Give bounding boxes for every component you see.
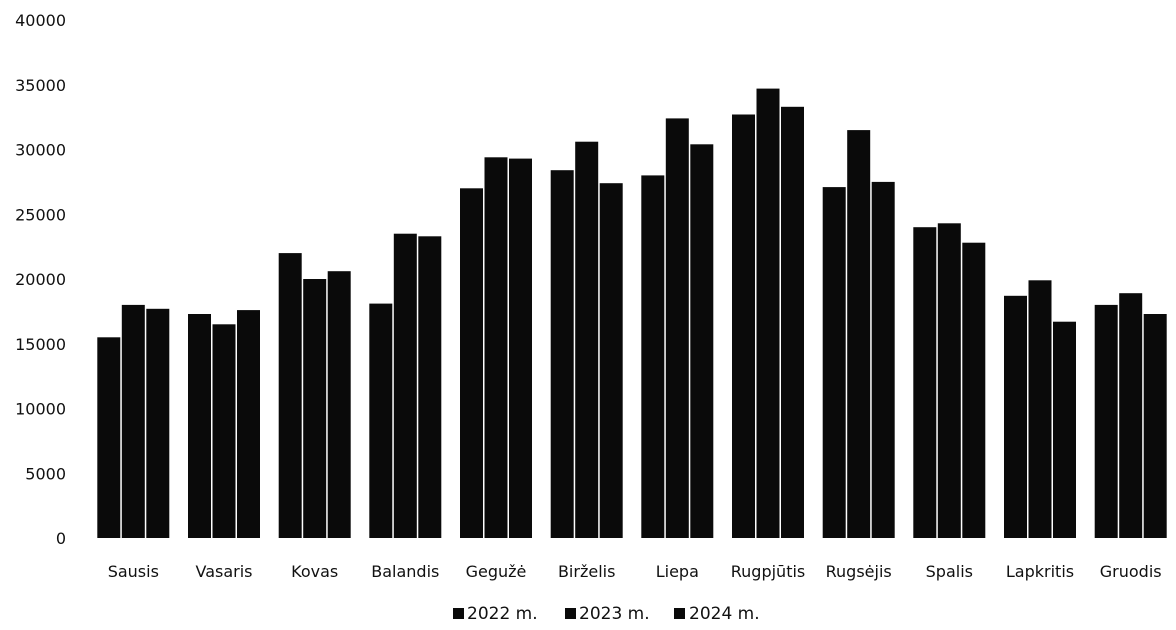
bars-group — [97, 88, 1167, 539]
x-tick-label: Gegužė — [466, 562, 527, 581]
bar — [599, 183, 623, 538]
bar — [327, 271, 351, 538]
bar — [847, 130, 871, 538]
legend-swatch — [674, 608, 685, 619]
x-tick-label: Rugpjūtis — [731, 562, 806, 581]
x-tick-label: Gruodis — [1100, 562, 1162, 581]
x-tick-label: Rugsėjis — [826, 562, 892, 581]
bar — [822, 187, 846, 538]
bar — [484, 157, 508, 539]
bar — [756, 88, 780, 538]
bar — [237, 310, 260, 538]
bar — [212, 324, 236, 538]
legend-label: 2023 m. — [579, 604, 650, 624]
bar — [1143, 314, 1167, 538]
bar — [393, 233, 417, 538]
x-tick-label: Lapkritis — [1006, 562, 1074, 581]
bar — [303, 279, 327, 538]
x-tick-label: Birželis — [558, 562, 615, 581]
legend: 2022 m. 2023 m. 2024 m. — [453, 604, 760, 624]
bar — [1094, 304, 1118, 538]
y-axis: 0 5000 10000 15000 20000 25000 30000 35000 40000 — [15, 11, 66, 548]
bar — [97, 337, 121, 538]
bar — [962, 242, 986, 538]
y-tick-label: 35000 — [15, 76, 66, 95]
x-tick-label: Spalis — [926, 562, 973, 581]
x-tick-label: Kovas — [291, 562, 338, 581]
bar — [509, 158, 532, 538]
y-tick-label: 30000 — [15, 141, 66, 160]
bar — [665, 118, 689, 539]
y-tick-label: 10000 — [15, 400, 66, 419]
legend-label: 2024 m. — [689, 604, 760, 624]
legend-swatch — [565, 608, 576, 619]
legend-label: 2022 m. — [467, 604, 538, 624]
y-tick-label: 25000 — [15, 205, 66, 224]
bar — [369, 303, 393, 538]
bar — [1028, 280, 1052, 538]
bar — [1004, 295, 1027, 538]
bar — [732, 114, 755, 538]
bar — [871, 181, 895, 538]
x-tick-label: Sausis — [108, 562, 159, 581]
bar — [913, 227, 937, 538]
bar — [937, 223, 961, 539]
y-tick-label: 20000 — [15, 270, 66, 289]
bar — [188, 314, 211, 538]
bar — [550, 170, 574, 538]
bar — [460, 188, 483, 539]
y-tick-label: 40000 — [15, 11, 66, 30]
bar — [146, 308, 170, 538]
y-tick-label: 0 — [56, 529, 66, 548]
bar — [1119, 293, 1143, 538]
bar — [121, 304, 145, 538]
x-tick-label: Balandis — [371, 562, 439, 581]
bar — [278, 253, 302, 538]
bar — [781, 106, 804, 539]
legend-swatch — [453, 608, 464, 619]
y-tick-label: 5000 — [25, 464, 66, 483]
bar — [418, 236, 442, 539]
y-tick-label: 15000 — [15, 335, 66, 354]
x-axis: Sausis Vasaris Kovas Balandis Gegužė Birželis… — [108, 562, 1162, 581]
bar — [641, 175, 665, 538]
x-tick-label: Vasaris — [195, 562, 252, 581]
bar — [690, 144, 714, 539]
bar — [1053, 321, 1076, 538]
x-tick-label: Liepa — [656, 562, 699, 581]
bar — [575, 141, 599, 538]
